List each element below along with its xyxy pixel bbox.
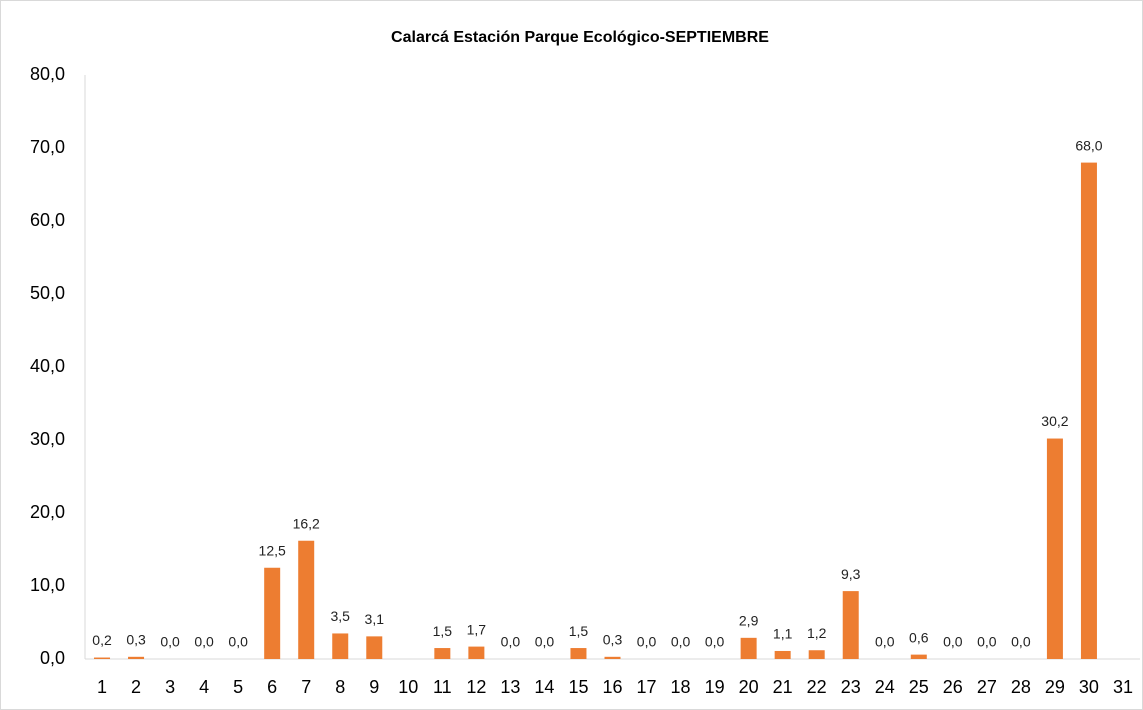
- y-tick-label: 30,0: [30, 429, 65, 449]
- x-tick-label: 17: [637, 677, 657, 697]
- data-label: 1,1: [773, 626, 793, 642]
- bar: [264, 567, 281, 659]
- y-tick-label: 60,0: [30, 210, 65, 230]
- data-label: 0,0: [875, 634, 895, 650]
- x-tick-label: 22: [807, 677, 827, 697]
- y-tick-label: 0,0: [40, 648, 65, 668]
- data-label: 0,6: [909, 629, 929, 645]
- data-label: 0,0: [501, 634, 521, 650]
- chart-title: Calarcá Estación Parque Ecológico-SEPTIE…: [391, 29, 769, 46]
- x-tick-label: 28: [1011, 677, 1031, 697]
- y-tick-label: 20,0: [30, 502, 65, 522]
- x-tick-label: 30: [1079, 677, 1099, 697]
- y-tick-label: 10,0: [30, 575, 65, 595]
- x-tick-label: 7: [301, 677, 311, 697]
- data-label: 0,3: [603, 632, 623, 648]
- bar: [774, 650, 791, 659]
- x-tick-label: 4: [199, 677, 209, 697]
- bar: [1080, 162, 1097, 659]
- x-tick-label: 25: [909, 677, 929, 697]
- x-tick-label: 20: [739, 677, 759, 697]
- x-tick-label: 3: [165, 677, 175, 697]
- y-tick-label: 80,0: [30, 64, 65, 84]
- data-label: 1,5: [569, 623, 589, 639]
- y-tick-label: 50,0: [30, 283, 65, 303]
- bar: [94, 657, 111, 659]
- x-tick-label: 1: [97, 677, 107, 697]
- bar: [1046, 438, 1063, 659]
- y-tick-label: 40,0: [30, 356, 65, 376]
- bar: [298, 540, 315, 659]
- bar: [808, 650, 825, 659]
- data-label: 0,0: [160, 634, 180, 650]
- data-label: 0,0: [1011, 634, 1031, 650]
- bar: [332, 633, 349, 659]
- data-label: 0,0: [943, 634, 963, 650]
- data-label: 0,0: [535, 634, 555, 650]
- data-label: 3,5: [331, 608, 351, 624]
- data-label: 68,0: [1075, 137, 1102, 153]
- x-tick-label: 15: [568, 677, 588, 697]
- data-label: 3,1: [365, 611, 385, 627]
- bar: [570, 648, 587, 659]
- bar: [604, 656, 621, 659]
- x-tick-label: 18: [671, 677, 691, 697]
- x-tick-label: 2: [131, 677, 141, 697]
- x-tick-label: 23: [841, 677, 861, 697]
- x-tick-label: 11: [433, 677, 452, 697]
- data-label: 0,3: [126, 632, 146, 648]
- data-label: 0,2: [92, 632, 112, 648]
- x-tick-label: 13: [500, 677, 520, 697]
- data-label: 16,2: [293, 515, 320, 531]
- data-label: 0,0: [977, 634, 997, 650]
- data-label: 1,5: [433, 623, 453, 639]
- x-tick-label: 8: [335, 677, 345, 697]
- y-tick-label: 70,0: [30, 137, 65, 157]
- x-tick-label: 12: [466, 677, 486, 697]
- bar: [740, 637, 757, 659]
- data-label: 1,7: [467, 621, 487, 637]
- x-tick-label: 5: [233, 677, 243, 697]
- data-label: 0,0: [637, 634, 657, 650]
- bar: [910, 654, 927, 659]
- data-label: 9,3: [841, 566, 861, 582]
- x-tick-label: 21: [773, 677, 793, 697]
- bar: [468, 646, 485, 659]
- data-label: 12,5: [259, 542, 286, 558]
- data-label: 2,9: [739, 613, 759, 629]
- x-tick-label: 24: [875, 677, 895, 697]
- bar: [128, 656, 145, 659]
- x-tick-label: 19: [705, 677, 725, 697]
- x-tick-label: 10: [398, 677, 418, 697]
- x-tick-label: 14: [534, 677, 554, 697]
- data-label: 0,0: [194, 634, 214, 650]
- x-tick-label: 31: [1113, 677, 1133, 697]
- x-tick-label: 6: [267, 677, 277, 697]
- bar: [434, 648, 451, 659]
- x-tick-label: 9: [369, 677, 379, 697]
- data-label: 30,2: [1041, 413, 1068, 429]
- x-tick-label: 16: [602, 677, 622, 697]
- x-tick-label: 26: [943, 677, 963, 697]
- data-label: 0,0: [705, 634, 725, 650]
- x-tick-label: 29: [1045, 677, 1065, 697]
- data-label: 1,2: [807, 625, 827, 641]
- data-label: 0,0: [228, 634, 248, 650]
- data-label: 0,0: [671, 634, 691, 650]
- bar: [366, 636, 383, 659]
- x-tick-label: 27: [977, 677, 997, 697]
- bar: [842, 591, 859, 659]
